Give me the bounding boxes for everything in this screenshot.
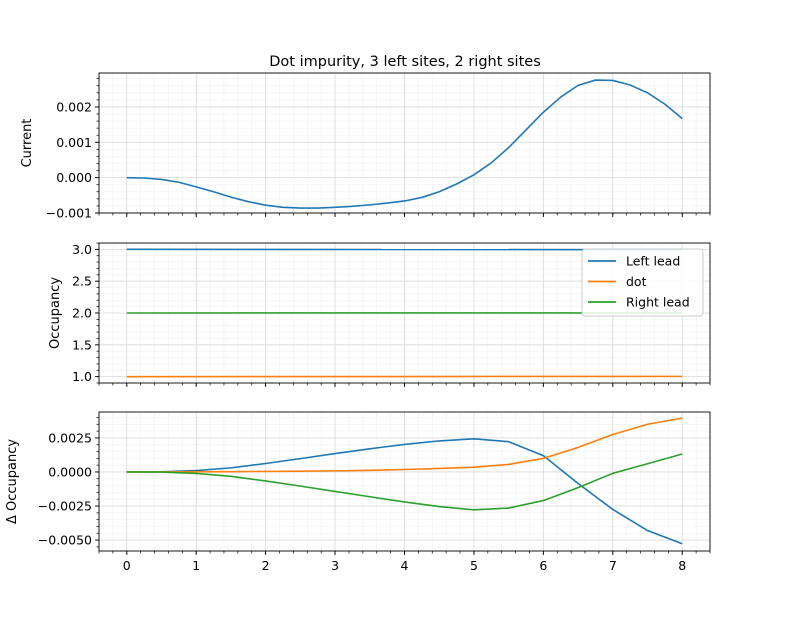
y-tick-label: −0.0025 [38,499,92,514]
legend-box [581,248,704,317]
x-tick-label: 0 [123,558,131,573]
y-tick-label: 2.0 [72,306,92,321]
x-tick-label: 5 [470,558,478,573]
x-tick-label: 6 [539,558,547,573]
y-axis-label: Current [20,119,35,168]
y-tick-label: 2.5 [72,274,92,289]
y-axis-label: Occupancy [48,277,63,349]
legend-label: dot [626,274,647,289]
x-tick-label: 3 [331,558,339,573]
series-line-dot [126,417,683,473]
panel-3: 0 1 2 3 4 5 6 7 8 −0.0050 −0.0025 0.0000 0.0025 Δ Occ… [5,411,711,573]
y-tick-label: 0.000 [56,170,92,185]
chart-title: Dot impurity, 3 left sites, 2 right site… [269,54,541,70]
legend: Left lead dot Right lead [581,248,704,317]
x-tick-label: 8 [678,558,686,573]
y-tick-label: 1.0 [72,369,92,384]
y-tick-label: 1.5 [72,337,92,352]
legend-label: Right lead [626,295,690,310]
x-tick-label: 2 [262,558,270,573]
series-line-right-lead [126,453,683,511]
series-line-left-lead [126,79,683,209]
series-line-left-lead [126,438,683,545]
y-tick-label: −0.0050 [38,533,92,548]
y-tick-label: 0.002 [56,99,92,114]
x-tick-label: 4 [401,558,409,573]
y-tick-label: 0.0000 [48,464,92,479]
y-tick-label: 0.0025 [48,430,92,445]
legend-label: Left lead [626,254,680,269]
y-axis-label: Δ Occupancy [5,439,20,524]
x-tick-label: 7 [609,558,617,573]
y-tick-label: 0.001 [56,135,92,150]
y-tick-label: 3.0 [72,242,92,257]
y-tick-label: −0.001 [46,206,92,221]
panel-1: −0.001 0.000 0.001 0.002 Current [20,72,711,221]
x-tick-label: 1 [192,558,200,573]
panel-2: 1.0 1.5 2.0 2.5 3.0 Occupancy Left lead dot Righ… [48,242,711,387]
plots: −0.001 0.000 0.001 0.002 Current 1.0 1.5 2.0 2.5… [5,72,711,573]
